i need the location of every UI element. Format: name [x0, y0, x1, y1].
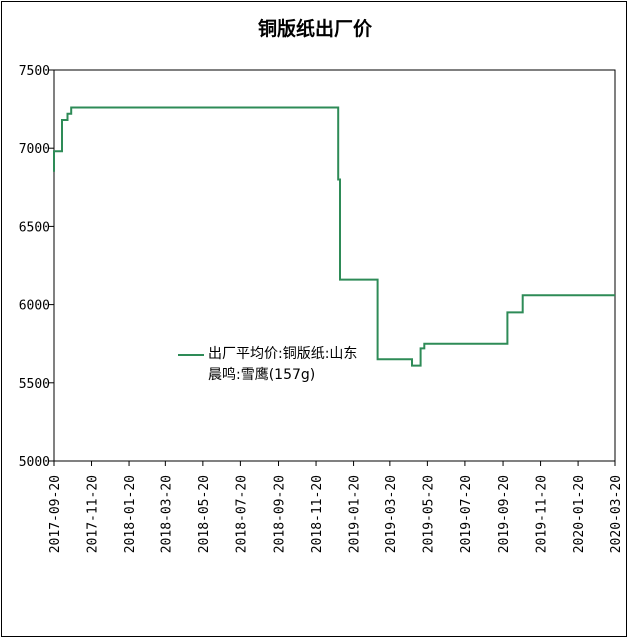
y-tick-label: 6500: [19, 220, 50, 235]
x-tick-label: 2019-05-20: [421, 475, 436, 553]
x-tick-label: 2020-03-20: [609, 475, 624, 553]
x-tick-label: 2018-03-20: [159, 475, 174, 553]
x-tick-label: 2020-01-20: [572, 475, 587, 553]
y-tick-label: 6000: [19, 299, 50, 314]
y-tick-label: 7000: [19, 142, 50, 157]
x-tick-label: 2019-11-20: [535, 475, 550, 553]
y-tick-label: 5000: [19, 455, 50, 470]
legend-label: 出厂平均价:铜版纸:山东晨鸣:雪鹰(157g): [208, 346, 358, 383]
x-axis-ticks: 2017-09-20 2017-11-20 2018-01-20 2018-03-20…: [48, 461, 624, 553]
x-tick-label: 2019-09-20: [497, 475, 512, 553]
x-tick-label: 2019-01-20: [348, 475, 363, 553]
x-tick-label: 2018-09-20: [273, 475, 288, 553]
x-tick-label: 2019-03-20: [384, 475, 399, 553]
axes: [53, 69, 616, 462]
legend-swatch: [178, 354, 204, 356]
x-tick-label: 2018-01-20: [123, 475, 138, 553]
y-tick-label: 7500: [19, 64, 50, 79]
y-axis-ticks: 5000 5500 6000 6500 7000 7500: [19, 64, 54, 470]
plot-area-border: [53, 69, 616, 462]
y-tick-label: 5500: [19, 377, 50, 392]
x-tick-label: 2017-11-20: [86, 475, 101, 553]
x-tick-label: 2017-09-20: [48, 475, 63, 553]
plot-series: [53, 106, 615, 367]
x-tick-label: 2019-07-20: [459, 475, 474, 553]
chart-title: 铜版纸出厂价: [257, 18, 372, 40]
x-tick-label: 2018-07-20: [234, 475, 249, 553]
x-tick-label: 2018-11-20: [310, 475, 325, 553]
series-line: [53, 106, 615, 367]
x-tick-label: 2018-05-20: [197, 475, 212, 553]
